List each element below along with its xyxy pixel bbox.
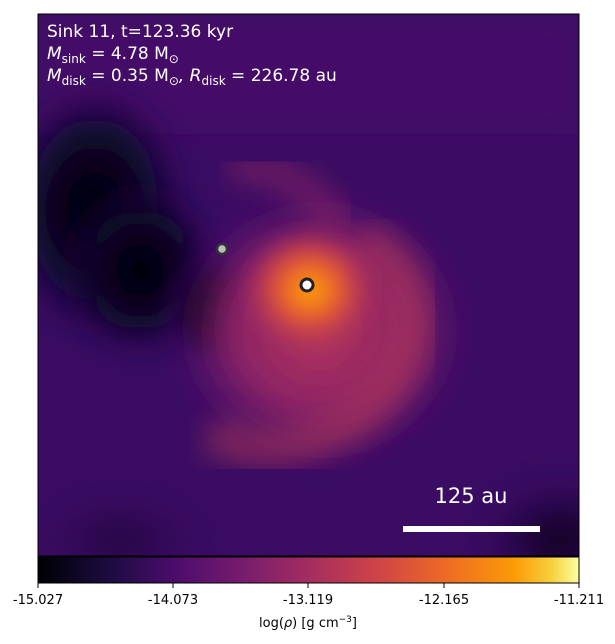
- sink-secondary: [215, 242, 229, 256]
- scalebar-label: 125 au: [435, 484, 508, 508]
- header-line2: Msink = 4.78 M⊙: [47, 44, 179, 66]
- density-map: [38, 14, 579, 556]
- colorbar-label: log(ρ) [g cm−3]: [259, 615, 357, 631]
- colorbar: [37, 556, 580, 584]
- sink-primary: [299, 277, 315, 293]
- colorbar-tick-label: -11.211: [554, 593, 604, 608]
- colorbar-tick-label: -15.027: [13, 593, 63, 608]
- colorbar-tick-label: -12.165: [419, 593, 469, 608]
- scalebar: [403, 526, 540, 532]
- header-line3: Mdisk = 0.35 M⊙, Rdisk = 226.78 au: [47, 66, 337, 88]
- header-line1: Sink 11, t=123.36 kyr: [47, 22, 233, 42]
- colorbar-tick-label: -13.119: [283, 593, 333, 608]
- colorbar-ticks: [37, 583, 580, 588]
- colorbar-tick-label: -14.073: [148, 593, 198, 608]
- image-frame: [37, 13, 580, 557]
